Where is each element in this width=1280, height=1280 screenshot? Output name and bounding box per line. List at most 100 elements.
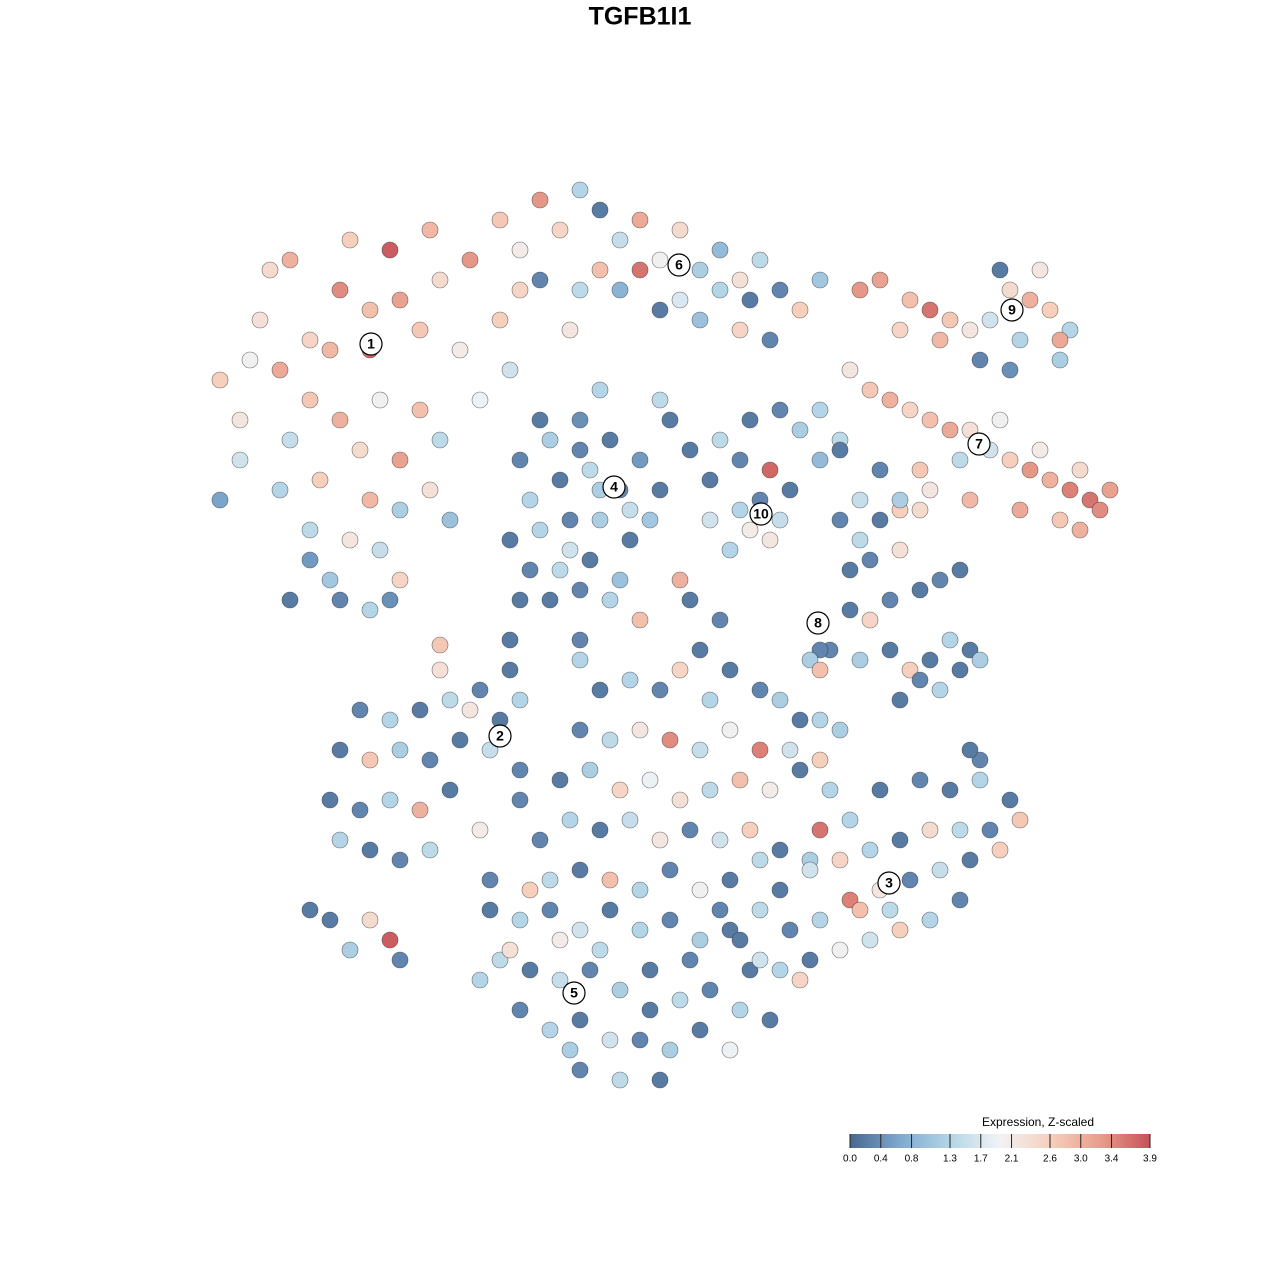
point xyxy=(651,831,669,849)
point xyxy=(1031,441,1049,459)
point xyxy=(911,461,929,479)
point xyxy=(661,411,679,429)
point xyxy=(981,311,999,329)
point xyxy=(241,351,259,369)
point xyxy=(601,431,619,449)
point xyxy=(701,691,719,709)
point xyxy=(601,871,619,889)
point xyxy=(1011,811,1029,829)
point xyxy=(751,851,769,869)
point xyxy=(531,831,549,849)
point xyxy=(581,761,599,779)
colorbar-tick-label: 3.9 xyxy=(1143,1154,1157,1165)
point xyxy=(511,691,529,709)
point xyxy=(801,861,819,879)
point xyxy=(501,941,519,959)
point xyxy=(381,711,399,729)
point xyxy=(361,751,379,769)
point xyxy=(1061,321,1079,339)
point xyxy=(711,241,729,259)
point xyxy=(301,901,319,919)
point xyxy=(601,1031,619,1049)
point xyxy=(441,691,459,709)
point xyxy=(941,311,959,329)
point xyxy=(441,781,459,799)
point xyxy=(721,541,739,559)
point xyxy=(781,921,799,939)
cluster-label-badge xyxy=(359,332,383,356)
colorbar-tick-label: 0.4 xyxy=(874,1154,888,1165)
point xyxy=(631,261,649,279)
point xyxy=(391,571,409,589)
point xyxy=(931,681,949,699)
point xyxy=(691,881,709,899)
point xyxy=(961,741,979,759)
point xyxy=(501,661,519,679)
colorbar: Expression, Z-scaled 0.0 0.4 0.8 1.3 1.7 2.1 2… xyxy=(843,1115,1157,1164)
point xyxy=(341,941,359,959)
point xyxy=(791,301,809,319)
point xyxy=(731,321,749,339)
point xyxy=(571,1061,589,1079)
point xyxy=(451,341,469,359)
point xyxy=(521,491,539,509)
point xyxy=(651,1071,669,1089)
point xyxy=(1071,521,1089,539)
point xyxy=(521,961,539,979)
point xyxy=(861,381,879,399)
point xyxy=(321,341,339,359)
point xyxy=(351,801,369,819)
point xyxy=(391,291,409,309)
point xyxy=(591,941,609,959)
point xyxy=(851,491,869,509)
point xyxy=(541,431,559,449)
point xyxy=(441,511,459,529)
point xyxy=(541,591,559,609)
point xyxy=(961,491,979,509)
point xyxy=(471,391,489,409)
point xyxy=(391,501,409,519)
point xyxy=(571,861,589,879)
point xyxy=(531,521,549,539)
point xyxy=(321,791,339,809)
point xyxy=(851,651,869,669)
point xyxy=(891,691,909,709)
cluster-labels: 1 6 9 7 4 10 8 2 3 5 xyxy=(359,253,1024,1005)
point xyxy=(871,511,889,529)
point xyxy=(281,251,299,269)
point xyxy=(1061,481,1079,499)
point xyxy=(701,471,719,489)
point xyxy=(721,661,739,679)
point xyxy=(791,421,809,439)
point xyxy=(811,401,829,419)
point xyxy=(861,611,879,629)
point xyxy=(331,591,349,609)
point xyxy=(351,441,369,459)
point xyxy=(831,441,849,459)
point xyxy=(1041,471,1059,489)
point xyxy=(421,481,439,499)
cluster-label: 8 xyxy=(814,615,822,631)
point xyxy=(941,631,959,649)
point xyxy=(731,771,749,789)
point xyxy=(1051,511,1069,529)
point xyxy=(331,831,349,849)
point xyxy=(841,601,859,619)
point xyxy=(1081,491,1099,509)
point xyxy=(601,731,619,749)
point xyxy=(211,371,229,389)
point xyxy=(611,281,629,299)
point xyxy=(821,781,839,799)
point xyxy=(991,841,1009,859)
point xyxy=(391,951,409,969)
colorbar-tick-label: 2.6 xyxy=(1043,1154,1057,1165)
point xyxy=(561,541,579,559)
point xyxy=(721,921,739,939)
point xyxy=(931,331,949,349)
cluster-label: 5 xyxy=(570,985,578,1001)
point xyxy=(961,851,979,869)
point xyxy=(861,841,879,859)
point xyxy=(971,771,989,789)
point xyxy=(701,981,719,999)
